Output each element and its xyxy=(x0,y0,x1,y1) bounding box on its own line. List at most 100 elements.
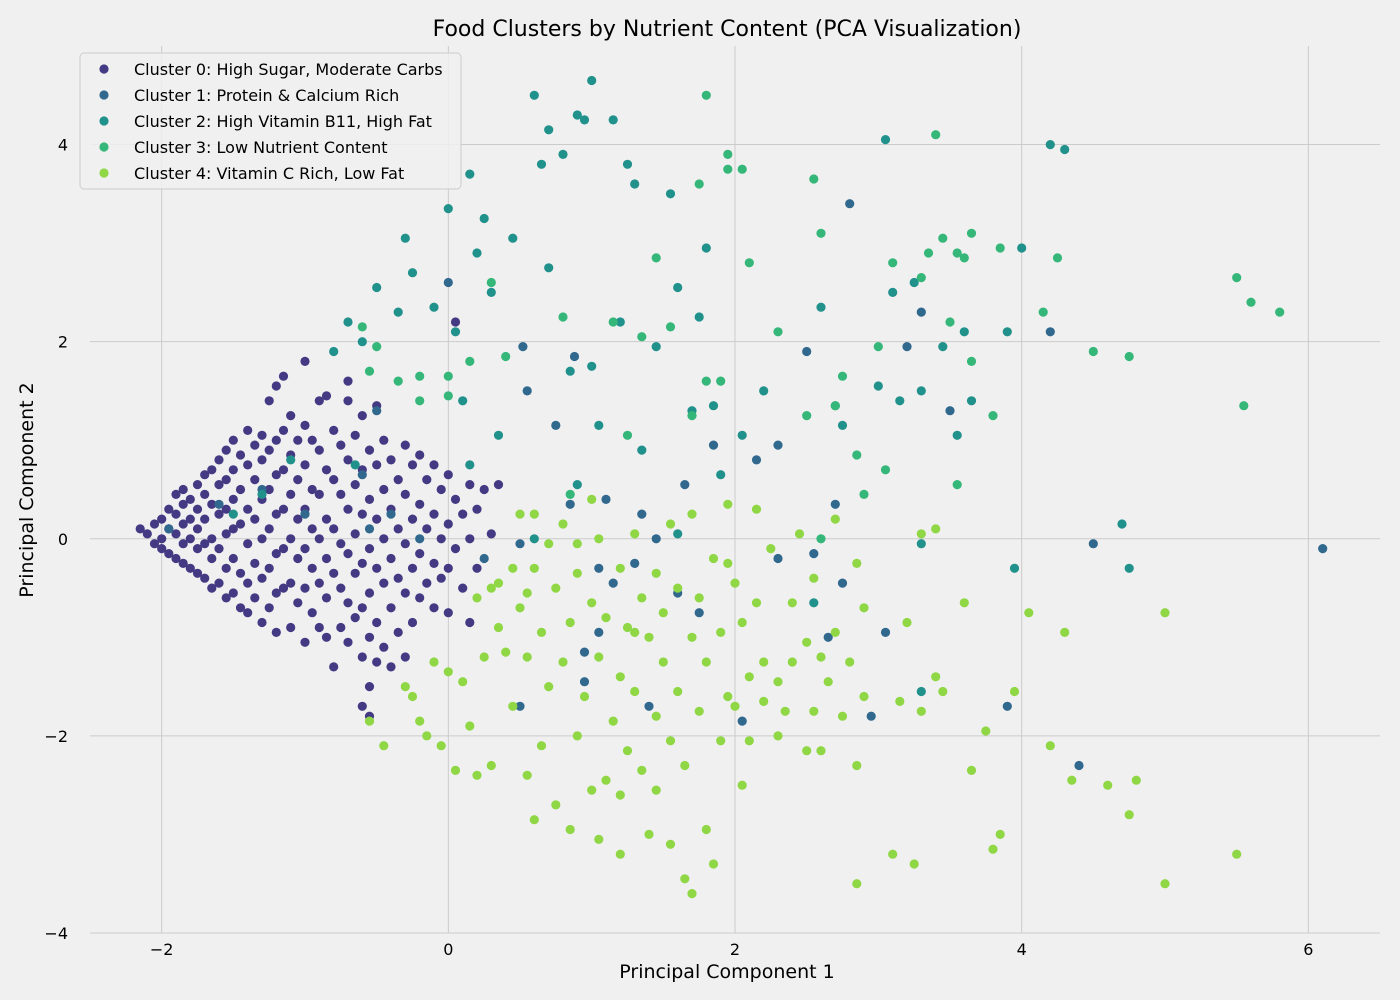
data-point xyxy=(379,741,389,751)
data-point xyxy=(393,524,403,534)
data-point xyxy=(321,632,332,642)
data-point xyxy=(637,593,647,603)
series-cluster-4 xyxy=(364,494,1242,899)
x-tick-label: −2 xyxy=(150,940,174,959)
data-point xyxy=(278,504,289,514)
data-point xyxy=(665,519,676,529)
x-tick-label: 0 xyxy=(443,940,453,959)
data-point xyxy=(200,489,210,499)
data-point xyxy=(751,455,762,465)
data-point xyxy=(357,470,367,480)
data-point xyxy=(587,75,597,86)
data-point xyxy=(192,568,203,578)
data-point xyxy=(429,509,439,519)
data-point xyxy=(837,711,848,721)
data-point xyxy=(802,637,812,647)
data-point xyxy=(400,652,410,662)
data-point xyxy=(357,701,367,711)
data-point xyxy=(257,573,267,583)
data-point xyxy=(658,608,668,618)
data-point xyxy=(723,691,733,702)
data-point xyxy=(981,726,991,736)
data-point xyxy=(243,539,253,549)
data-point xyxy=(579,691,590,702)
data-point xyxy=(271,470,281,480)
data-point xyxy=(200,539,210,549)
data-point xyxy=(493,430,504,440)
data-point xyxy=(544,539,554,549)
data-point xyxy=(536,627,547,638)
data-point xyxy=(895,396,905,406)
data-point xyxy=(594,563,604,573)
data-point xyxy=(594,627,604,638)
data-point xyxy=(429,460,439,470)
data-point xyxy=(651,534,661,544)
data-point xyxy=(207,553,217,564)
data-point xyxy=(257,534,267,544)
data-point xyxy=(1045,140,1055,150)
data-point xyxy=(364,632,375,642)
data-point xyxy=(386,662,396,672)
data-point xyxy=(386,509,396,519)
data-point xyxy=(235,519,246,529)
data-point xyxy=(185,534,195,544)
legend-item-cluster-3: Cluster 3: Low Nutrient Content xyxy=(99,138,388,157)
data-point xyxy=(493,480,504,490)
data-point xyxy=(450,494,461,504)
data-point xyxy=(895,696,905,707)
data-point xyxy=(852,450,862,460)
data-point xyxy=(207,583,217,593)
data-point xyxy=(809,598,819,608)
data-point xyxy=(243,608,253,618)
data-point xyxy=(271,381,281,391)
data-point xyxy=(264,445,274,455)
data-point xyxy=(472,504,482,514)
data-point xyxy=(823,677,833,687)
data-point xyxy=(665,189,676,199)
y-tick-label: −2 xyxy=(44,727,68,746)
data-point xyxy=(565,499,575,509)
data-point xyxy=(336,583,346,593)
data-point xyxy=(1275,307,1285,317)
data-point xyxy=(314,622,324,633)
data-point xyxy=(565,366,575,376)
data-point xyxy=(1160,879,1170,889)
data-point xyxy=(479,553,489,564)
data-point xyxy=(465,480,475,490)
data-point xyxy=(615,672,625,682)
data-point xyxy=(357,509,367,519)
data-point xyxy=(608,317,618,327)
data-point xyxy=(472,248,482,258)
data-point xyxy=(694,706,704,716)
data-point xyxy=(286,455,296,465)
legend-marker xyxy=(99,90,109,100)
data-point xyxy=(192,504,203,514)
data-point xyxy=(708,553,719,564)
series-cluster-3 xyxy=(357,90,1285,544)
data-point xyxy=(508,701,518,711)
data-point xyxy=(716,470,726,480)
data-point xyxy=(458,396,468,406)
data-point xyxy=(1124,351,1134,362)
data-point xyxy=(329,568,339,578)
data-point xyxy=(465,534,475,544)
data-point xyxy=(544,682,554,692)
data-point xyxy=(515,603,525,613)
data-point xyxy=(314,396,324,406)
data-point xyxy=(271,509,281,519)
data-point xyxy=(221,475,231,485)
data-point xyxy=(701,824,711,835)
data-point xyxy=(1024,608,1034,618)
data-point xyxy=(766,544,776,554)
x-axis-label: Principal Component 1 xyxy=(619,961,834,983)
data-point xyxy=(622,159,633,169)
data-point xyxy=(780,706,790,716)
data-point xyxy=(515,701,525,711)
data-point xyxy=(350,613,360,623)
data-point xyxy=(816,652,826,662)
data-point xyxy=(235,450,246,460)
data-point xyxy=(665,322,676,332)
data-point xyxy=(587,494,597,504)
data-point xyxy=(816,302,826,312)
data-point xyxy=(909,277,919,288)
